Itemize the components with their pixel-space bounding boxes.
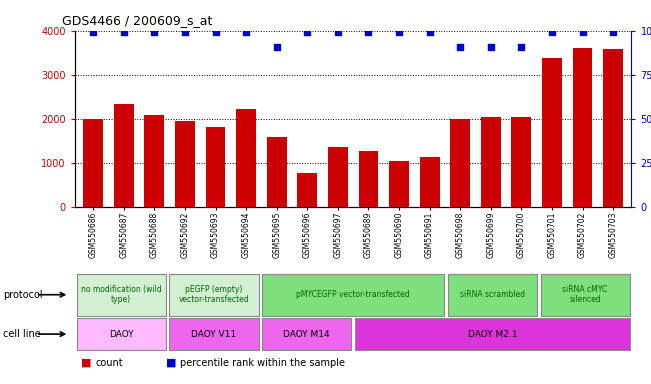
Text: DAOY: DAOY [109, 329, 133, 339]
Bar [114, 104, 133, 207]
Bar [267, 137, 286, 207]
Bar [450, 119, 470, 207]
Point [455, 43, 465, 50]
Point [394, 30, 404, 36]
Bar [542, 58, 562, 207]
Bar [540, 273, 630, 316]
Bar [145, 115, 164, 207]
Text: cell line: cell line [3, 329, 41, 339]
Text: protocol: protocol [3, 290, 43, 300]
Text: pEGFP (empty)
vector-transfected: pEGFP (empty) vector-transfected [179, 285, 249, 305]
Point [608, 30, 618, 36]
Point [302, 30, 312, 36]
Bar [169, 318, 258, 350]
Text: DAOY V11: DAOY V11 [191, 329, 236, 339]
Bar [328, 147, 348, 207]
Bar [603, 49, 623, 207]
Text: count: count [96, 358, 123, 368]
Text: percentile rank within the sample: percentile rank within the sample [180, 358, 345, 368]
Bar [355, 318, 630, 350]
Bar [262, 273, 444, 316]
Text: ■: ■ [81, 358, 92, 368]
Bar [169, 273, 258, 316]
Point [516, 43, 527, 50]
Point [88, 30, 98, 36]
Text: DAOY M2.1: DAOY M2.1 [467, 329, 517, 339]
Bar [389, 161, 409, 207]
Bar [420, 157, 439, 207]
Text: GDS4466 / 200609_s_at: GDS4466 / 200609_s_at [62, 14, 212, 27]
Bar [298, 173, 317, 207]
Point [118, 30, 129, 36]
Point [547, 30, 557, 36]
Point [333, 30, 343, 36]
Bar [512, 117, 531, 207]
Point [149, 30, 159, 36]
Bar [262, 318, 352, 350]
Bar [83, 119, 103, 207]
Bar [206, 127, 225, 207]
Point [577, 30, 588, 36]
Bar [77, 318, 166, 350]
Text: no modification (wild
type): no modification (wild type) [81, 285, 161, 305]
Text: siRNA cMYC
silenced: siRNA cMYC silenced [562, 285, 608, 305]
Text: pMYCEGFP vector-transfected: pMYCEGFP vector-transfected [296, 290, 410, 299]
Bar [77, 273, 166, 316]
Point [210, 30, 221, 36]
Point [271, 43, 282, 50]
Bar [175, 121, 195, 207]
Point [486, 43, 496, 50]
Bar [236, 109, 256, 207]
Bar [448, 273, 537, 316]
Bar [359, 151, 378, 207]
Bar [481, 117, 501, 207]
Text: siRNA scrambled: siRNA scrambled [460, 290, 525, 299]
Point [241, 30, 251, 36]
Text: DAOY M14: DAOY M14 [283, 329, 330, 339]
Point [424, 30, 435, 36]
Text: ■: ■ [166, 358, 176, 368]
Bar [573, 48, 592, 207]
Point [180, 30, 190, 36]
Point [363, 30, 374, 36]
